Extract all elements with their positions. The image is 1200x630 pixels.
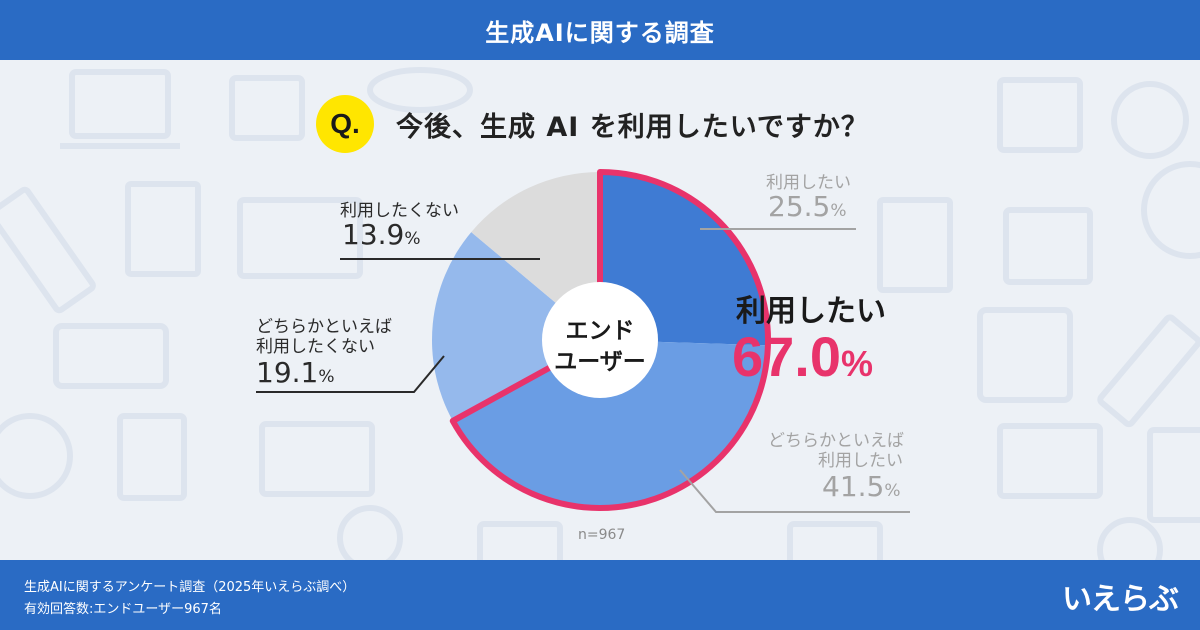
pencil-icon <box>0 186 96 314</box>
database-icon <box>367 67 473 113</box>
cloud-download-icon <box>1111 81 1189 159</box>
video-icon-left <box>259 421 375 497</box>
sale-tag-icon-right <box>997 77 1083 153</box>
slice-label-want: 利用したい <box>766 173 851 193</box>
circle-icon-right <box>1097 517 1163 560</box>
footer-respondents: 有効回答数:エンドユーザー967名 <box>24 602 222 617</box>
chart-center-label: エンド ユーザー <box>548 316 652 378</box>
slice-value-somewhat-want: 41.5% <box>822 470 901 503</box>
leader-line-somewhat-not <box>256 355 445 393</box>
ticket-icon <box>477 521 563 560</box>
slice-value-not-want: 13.9% <box>342 218 421 251</box>
building-icon-right <box>877 197 953 293</box>
footer-source: 生成AIに関するアンケート調査（2025年いえらぶ調べ） <box>24 580 356 595</box>
question-badge: Q. <box>316 95 374 153</box>
mail-icon-left <box>237 197 363 279</box>
slice-label-somewhat-want-1: どちらかといえば <box>768 431 904 451</box>
background-icons <box>0 67 1200 560</box>
house-character-icon <box>0 413 73 499</box>
question-text: 今後、生成 AI を利用したいですか？ <box>396 111 869 143</box>
highlight-label: 利用したい <box>736 294 886 329</box>
slice-value-somewhat-not: 19.1% <box>256 356 335 389</box>
highlight-outline <box>449 169 771 511</box>
leader-line-somewhat-want <box>679 469 910 513</box>
slice-label-somewhat-not-1: どちらかといえば <box>256 317 392 337</box>
laptop-icon <box>69 69 171 139</box>
document-icon-right <box>1147 427 1200 523</box>
video-icon-right <box>997 423 1103 499</box>
circle-icon <box>337 505 403 560</box>
pen-icon <box>1097 314 1200 428</box>
header-title: 生成AIに関する調査 <box>485 18 715 47</box>
highlight-value: 67.0% <box>732 324 873 389</box>
brand-logo: いえらぶ <box>1062 582 1179 617</box>
highlight-number: 67.0 <box>732 325 841 388</box>
slice-label-somewhat-want-2: 利用したい <box>818 451 903 471</box>
money-icon <box>53 323 169 389</box>
mail-icon-right <box>1003 207 1093 285</box>
slice-label-not-want: 利用したくない <box>340 201 459 221</box>
footer-bar: 生成AIに関するアンケート調査（2025年いえらぶ調べ） 有効回答数:エンドユー… <box>0 560 1200 630</box>
card-icon <box>787 521 883 560</box>
question-row: Q. 今後、生成 AI を利用したいですか？ <box>316 95 869 153</box>
slice-value-want: 25.5% <box>768 190 847 223</box>
pie-slice-somewhat-not <box>432 232 600 421</box>
building-icon <box>125 181 201 277</box>
calendar-icon <box>977 307 1073 403</box>
slice-label-somewhat-not-2: 利用したくない <box>256 337 375 357</box>
header-bar: 生成AIに関する調査 <box>0 0 1200 60</box>
sale-tag-icon <box>229 75 305 141</box>
pie-slice-somewhat-want <box>452 340 768 508</box>
chat-icon <box>1141 161 1200 259</box>
highlight-unit: % <box>841 343 874 384</box>
sample-size-label: n=967 <box>578 527 626 543</box>
center-label-line2: ユーザー <box>554 349 646 375</box>
pie-chart <box>256 169 910 513</box>
pie-center-hole <box>542 282 658 398</box>
center-label-line1: エンド <box>565 318 635 344</box>
document-icon <box>117 413 187 501</box>
